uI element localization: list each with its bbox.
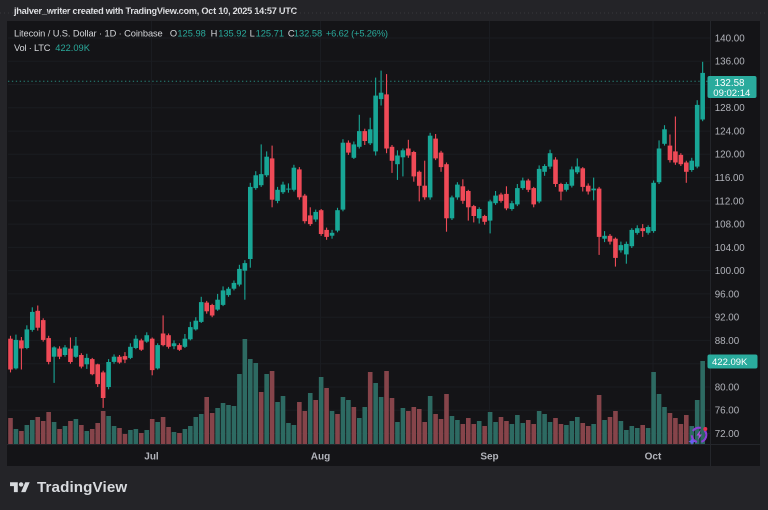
svg-text:116.00: 116.00	[715, 173, 745, 184]
svg-text:128.00: 128.00	[715, 103, 746, 114]
svg-text:Oct: Oct	[645, 452, 662, 463]
svg-text:132.58: 132.58	[294, 28, 322, 38]
svg-text:132.58: 132.58	[715, 78, 746, 89]
svg-text:Sep: Sep	[480, 452, 498, 463]
svg-text:C: C	[288, 28, 295, 38]
svg-text:108.00: 108.00	[715, 220, 746, 231]
svg-text:136.00: 136.00	[715, 57, 746, 68]
svg-text:Vol · LTC: Vol · LTC	[14, 43, 51, 53]
svg-text:135.92: 135.92	[218, 28, 246, 38]
svg-text:80.00: 80.00	[715, 382, 740, 393]
svg-text:+6.62 (+5.26%): +6.62 (+5.26%)	[326, 28, 388, 38]
svg-text:Litecoin / U.S. Dollar · 1D ·: Litecoin / U.S. Dollar · 1D · Coinbase	[14, 28, 163, 38]
svg-text:125.98: 125.98	[177, 28, 205, 38]
svg-text:422.09K: 422.09K	[712, 357, 748, 368]
svg-text:88.00: 88.00	[715, 336, 740, 347]
svg-text:100.00: 100.00	[715, 266, 746, 277]
svg-text:L: L	[250, 28, 255, 38]
svg-text:72.00: 72.00	[715, 429, 740, 440]
svg-text:92.00: 92.00	[715, 313, 740, 324]
svg-text:104.00: 104.00	[715, 243, 746, 254]
svg-text:124.00: 124.00	[715, 127, 746, 138]
svg-text:125.71: 125.71	[256, 28, 284, 38]
svg-text:96.00: 96.00	[715, 289, 740, 300]
svg-text:Jul: Jul	[144, 452, 159, 463]
svg-text:112.00: 112.00	[715, 196, 745, 207]
svg-text:422.09K: 422.09K	[55, 43, 90, 53]
svg-text:120.00: 120.00	[715, 150, 746, 161]
svg-text:76.00: 76.00	[715, 406, 740, 417]
svg-text:O: O	[170, 28, 177, 38]
svg-text:140.00: 140.00	[715, 33, 746, 44]
svg-text:H: H	[211, 28, 218, 38]
svg-text:09:02:14: 09:02:14	[713, 88, 750, 99]
svg-text:Aug: Aug	[311, 452, 330, 463]
